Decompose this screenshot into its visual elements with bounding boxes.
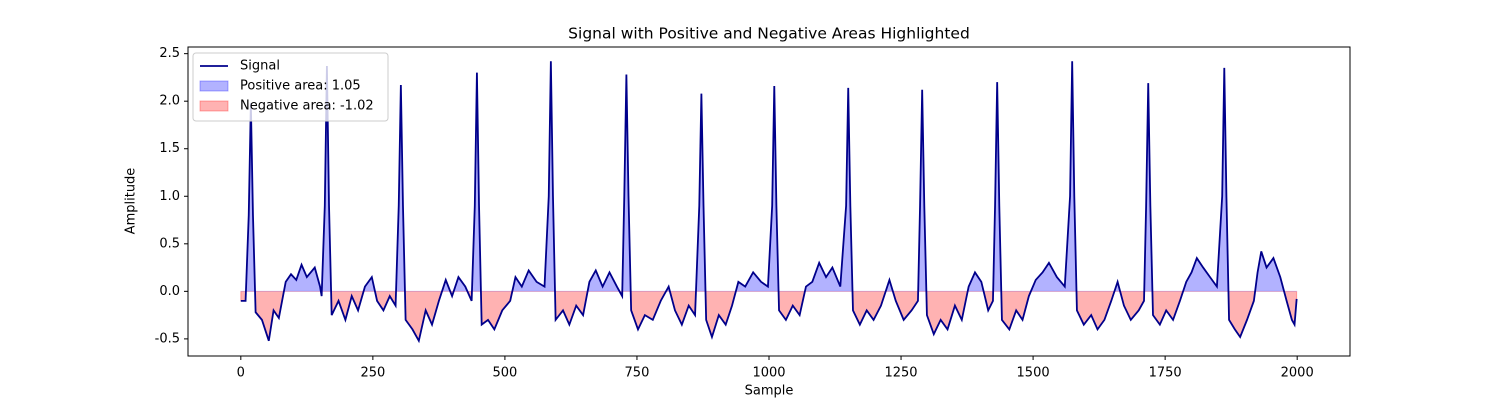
y-tick-label: 2.0 [159,94,180,109]
legend-patch [199,100,229,112]
legend-label: Positive area: 1.05 [240,79,361,94]
area-fill [240,291,1298,343]
y-axis-label: Amplitude [124,168,139,235]
x-tick-label: 750 [625,366,650,381]
y-tick-label: 1.0 [159,189,180,204]
legend-label: Signal [240,59,280,74]
y-tick-label: -0.5 [155,331,180,346]
legend: Signal Positive area: 1.05 Negative area: … [192,52,389,122]
legend-box [192,52,389,122]
y-tick-label: 1.5 [159,141,180,156]
x-axis-label: Sample [745,384,794,399]
signal-line [240,61,1298,344]
x-tick-label: 1250 [884,366,917,381]
x-tick-label: 1500 [1017,366,1050,381]
x-tick-label: 1750 [1149,366,1182,381]
legend-label: Negative area: -1.02 [240,99,374,114]
x-tick-label: 2000 [1281,366,1314,381]
x-tick-label: 1000 [752,366,785,381]
y-tick-label: 2.5 [159,46,180,61]
legend-patch [199,80,229,92]
chart-title: Signal with Positive and Negative Areas … [568,25,970,43]
x-tick-label: 250 [360,366,385,381]
x-tick-label: 0 [237,366,245,381]
y-tick-label: 0.5 [159,236,180,251]
x-tick-label: 500 [492,366,517,381]
y-tick-label: 0.0 [159,284,180,299]
